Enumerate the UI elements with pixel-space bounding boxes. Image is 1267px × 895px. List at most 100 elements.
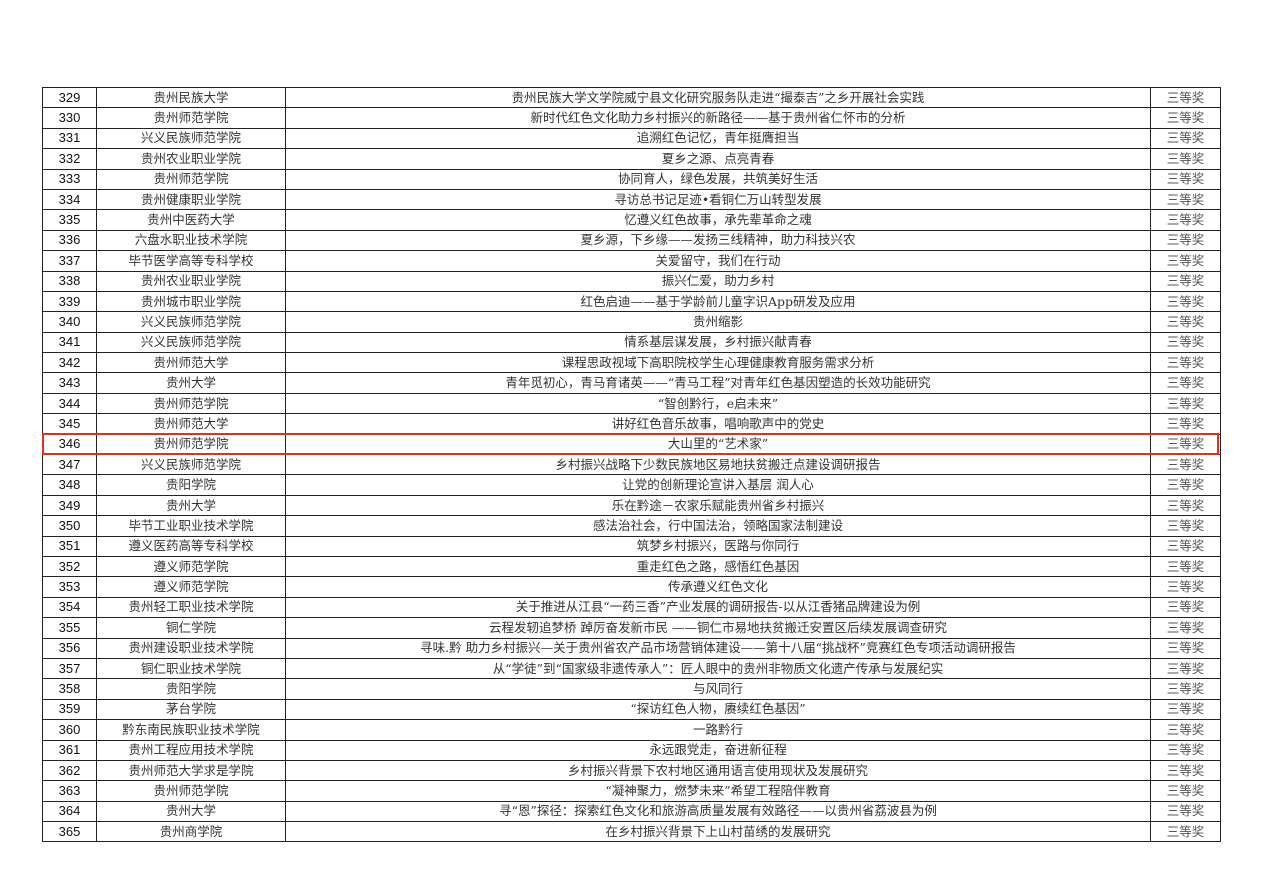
award-level: 三等奖 xyxy=(1150,739,1221,761)
award-level: 三等奖 xyxy=(1150,331,1221,354)
row-number: 345 xyxy=(42,413,97,435)
table-row: 346 贵州师范学院 大山里的“艺术家” 三等奖 xyxy=(42,433,1221,456)
school-name: 贵州师范学院 xyxy=(96,107,286,129)
project-title: 红色启迪——基于学龄前儿童字识App研发及应用 xyxy=(285,290,1151,313)
award-level: 三等奖 xyxy=(1150,759,1221,782)
row-number: 331 xyxy=(42,127,97,150)
school-name: 贵州师范学院 xyxy=(96,780,286,802)
row-number: 340 xyxy=(42,311,97,333)
school-name: 遵义医药高等专科学校 xyxy=(96,535,286,557)
project-title: “凝神聚力，燃梦未来”希望工程陪伴教育 xyxy=(285,780,1151,802)
project-title: 一路黔行 xyxy=(285,719,1151,741)
project-title: 云程发轫追梦桥 踔厉奋发新市民 ——铜仁市易地扶贫搬迁安置区后续发展调查研究 xyxy=(285,617,1151,639)
school-name: 兴义民族师范学院 xyxy=(96,127,286,150)
table-row: 352 遵义师范学院 重走红色之路，感悟红色基因 三等奖 xyxy=(42,555,1221,578)
row-number: 333 xyxy=(42,168,97,190)
table-row: 345 贵州师范大学 讲好红色音乐故事，唱响歌声中的党史 三等奖 xyxy=(42,413,1221,435)
school-name: 贵州师范学院 xyxy=(96,168,286,190)
school-name: 黔东南民族职业技术学院 xyxy=(96,719,286,741)
school-name: 遵义师范学院 xyxy=(96,555,286,578)
table-row: 357 铜仁职业技术学院 从“学徒”到“国家级非遗传承人”：匠人眼中的贵州非物质文化… xyxy=(42,657,1221,680)
row-number: 335 xyxy=(42,209,97,231)
school-name: 贵州建设职业技术学院 xyxy=(96,637,286,659)
project-title: 关爱留守，我们在行动 xyxy=(285,250,1151,272)
table-row: 336 六盘水职业技术学院 夏乡源，下乡缘——发扬三线精神，助力科技兴农 三等奖 xyxy=(42,229,1221,252)
award-level: 三等奖 xyxy=(1150,433,1221,456)
row-number: 344 xyxy=(42,392,97,415)
school-name: 贵阳学院 xyxy=(96,678,286,700)
award-level: 三等奖 xyxy=(1150,515,1221,537)
row-number: 362 xyxy=(42,759,97,782)
table-row: 342 贵州师范大学 课程思政视域下高职院校学生心理健康教育服务需求分析 三等奖 xyxy=(42,352,1221,374)
table-row: 348 贵阳学院 让党的创新理论宣讲入基层 润人心 三等奖 xyxy=(42,474,1221,496)
school-name: 贵州师范大学 xyxy=(96,352,286,374)
school-name: 贵州大学 xyxy=(96,372,286,394)
award-level: 三等奖 xyxy=(1150,596,1221,619)
table-row: 360 黔东南民族职业技术学院 一路黔行 三等奖 xyxy=(42,719,1221,741)
award-level: 三等奖 xyxy=(1150,250,1221,272)
row-number: 359 xyxy=(42,698,97,721)
school-name: 毕节医学高等专科学校 xyxy=(96,250,286,272)
table-row: 331 兴义民族师范学院 追溯红色记忆，青年挺膺担当 三等奖 xyxy=(42,127,1221,150)
project-title: 让党的创新理论宣讲入基层 润人心 xyxy=(285,474,1151,496)
table-row: 359 茅台学院 “探访红色人物，赓续红色基因” 三等奖 xyxy=(42,698,1221,721)
award-level: 三等奖 xyxy=(1150,229,1221,252)
award-level: 三等奖 xyxy=(1150,392,1221,415)
award-level: 三等奖 xyxy=(1150,188,1221,211)
school-name: 贵州师范大学 xyxy=(96,413,286,435)
table-row: 332 贵州农业职业学院 夏乡之源、点亮青春 三等奖 xyxy=(42,148,1221,170)
row-number: 356 xyxy=(42,637,97,659)
school-name: 贵州商学院 xyxy=(96,821,286,843)
award-level: 三等奖 xyxy=(1150,148,1221,170)
table-row: 350 毕节工业职业技术学院 感法治社会，行中国法治，领略国家法制建设 三等奖 xyxy=(42,515,1221,537)
school-name: 贵州师范学院 xyxy=(96,392,286,415)
table-row: 344 贵州师范学院 “智创黔行，e启未来” 三等奖 xyxy=(42,392,1221,415)
row-number: 360 xyxy=(42,719,97,741)
row-number: 332 xyxy=(42,148,97,170)
award-level: 三等奖 xyxy=(1150,535,1221,557)
project-title: 乡村振兴背景下农村地区通用语言使用现状及发展研究 xyxy=(285,759,1151,782)
table-row: 347 兴义民族师范学院 乡村振兴战略下少数民族地区易地扶贫搬迁点建设调研报告 三等奖 xyxy=(42,454,1221,476)
project-title: “探访红色人物，赓续红色基因” xyxy=(285,698,1151,721)
project-title: 夏乡之源、点亮青春 xyxy=(285,148,1151,170)
school-name: 贵州师范大学求是学院 xyxy=(96,759,286,782)
table-row: 362 贵州师范大学求是学院 乡村振兴背景下农村地区通用语言使用现状及发展研究 三等奖 xyxy=(42,759,1221,782)
row-number: 351 xyxy=(42,535,97,557)
project-title: 振兴仁爱，助力乡村 xyxy=(285,270,1151,292)
table-row: 339 贵州城市职业学院 红色启迪——基于学龄前儿童字识App研发及应用 三等奖 xyxy=(42,290,1221,313)
awards-table: 329 贵州民族大学 贵州民族大学文学院威宁县文化研究服务队走进“撮泰吉”之乡开展社… xyxy=(42,86,1221,843)
row-number: 347 xyxy=(42,454,97,476)
project-title: 永远跟党走，奋进新征程 xyxy=(285,739,1151,761)
award-level: 三等奖 xyxy=(1150,678,1221,700)
award-level: 三等奖 xyxy=(1150,657,1221,680)
award-level: 三等奖 xyxy=(1150,168,1221,190)
award-level: 三等奖 xyxy=(1150,494,1221,517)
school-name: 兴义民族师范学院 xyxy=(96,331,286,354)
school-name: 贵阳学院 xyxy=(96,474,286,496)
school-name: 贵州城市职业学院 xyxy=(96,290,286,313)
award-level: 三等奖 xyxy=(1150,352,1221,374)
table-row: 335 贵州中医药大学 忆遵义红色故事，承先辈革命之魂 三等奖 xyxy=(42,209,1221,231)
school-name: 贵州工程应用技术学院 xyxy=(96,739,286,761)
table-row: 349 贵州大学 乐在黔途－农家乐赋能贵州省乡村振兴 三等奖 xyxy=(42,494,1221,517)
school-name: 贵州农业职业学院 xyxy=(96,270,286,292)
table-row: 355 铜仁学院 云程发轫追梦桥 踔厉奋发新市民 ——铜仁市易地扶贫搬迁安置区后续发… xyxy=(42,617,1221,639)
row-number: 349 xyxy=(42,494,97,517)
project-title: 课程思政视域下高职院校学生心理健康教育服务需求分析 xyxy=(285,352,1151,374)
school-name: 茅台学院 xyxy=(96,698,286,721)
row-number: 343 xyxy=(42,372,97,394)
award-level: 三等奖 xyxy=(1150,209,1221,231)
award-level: 三等奖 xyxy=(1150,780,1221,802)
row-number: 352 xyxy=(42,555,97,578)
school-name: 贵州师范学院 xyxy=(96,433,286,456)
row-number: 353 xyxy=(42,576,97,598)
project-title: 讲好红色音乐故事，唱响歌声中的党史 xyxy=(285,413,1151,435)
row-number: 337 xyxy=(42,250,97,272)
school-name: 贵州大学 xyxy=(96,494,286,517)
project-title: 与风同行 xyxy=(285,678,1151,700)
project-title: 忆遵义红色故事，承先辈革命之魂 xyxy=(285,209,1151,231)
award-level: 三等奖 xyxy=(1150,576,1221,598)
award-level: 三等奖 xyxy=(1150,617,1221,639)
table-row: 337 毕节医学高等专科学校 关爱留守，我们在行动 三等奖 xyxy=(42,250,1221,272)
table-row: 363 贵州师范学院 “凝神聚力，燃梦未来”希望工程陪伴教育 三等奖 xyxy=(42,780,1221,802)
